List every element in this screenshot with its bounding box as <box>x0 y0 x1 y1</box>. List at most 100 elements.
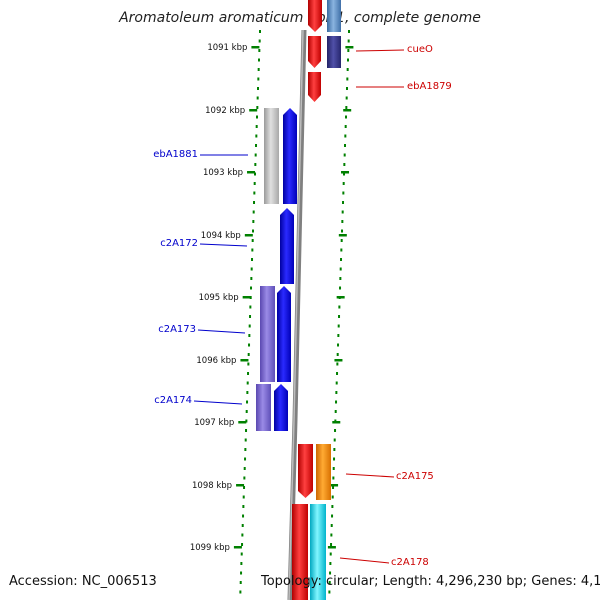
gene-steel-top <box>327 0 341 32</box>
guide-dot <box>333 438 336 442</box>
guide-dot <box>253 191 256 195</box>
guide-dot <box>337 343 340 347</box>
guide-dot <box>335 400 338 404</box>
guide-dot <box>244 438 247 442</box>
guide-dot <box>339 267 342 271</box>
guide-dot <box>336 372 339 375</box>
guide-dot <box>339 286 342 290</box>
guide-dot <box>258 39 261 43</box>
guide-dot <box>345 96 348 100</box>
guide-dot <box>336 362 339 366</box>
guide-dot <box>248 343 251 347</box>
guide-dot <box>248 324 251 328</box>
guide-dot <box>344 144 347 147</box>
guide-dot <box>347 49 350 52</box>
guide-dot <box>250 267 253 271</box>
guide-dot <box>252 220 255 223</box>
guide-dot <box>338 305 341 309</box>
guide-dot <box>256 106 259 109</box>
map-title: Aromatoleum aromaticum EbN1, complete ge… <box>119 10 481 26</box>
gene-ebA1879 <box>308 72 321 102</box>
tick-mark-right <box>330 484 339 487</box>
guide-dot <box>254 163 257 166</box>
guide-dot <box>239 581 242 584</box>
gene-cyan-bottom <box>310 504 326 600</box>
guide-dot <box>344 134 347 138</box>
gene-c2A174-purple <box>256 384 271 431</box>
guide-dot <box>249 296 252 299</box>
tick-label: 1096 kbp <box>196 356 236 366</box>
guide-dot <box>346 68 349 71</box>
guide-dot <box>250 286 253 290</box>
tick-mark-right <box>343 109 352 112</box>
tick-label: 1095 kbp <box>199 293 239 303</box>
gene-labels: cueO ebA1879 ebA1881 c2A172 c2A173 c2A174 c2A1… <box>153 44 452 568</box>
tick-label: 1098 kbp <box>192 481 232 491</box>
gene-navy <box>327 36 341 68</box>
guide-dot <box>258 49 261 52</box>
guide-dot <box>339 277 342 280</box>
tick-mark-left <box>236 484 245 487</box>
tick-mark-left <box>242 296 251 299</box>
guide-dot <box>243 467 246 470</box>
guide-dot <box>255 144 258 147</box>
guide-dot <box>240 562 243 565</box>
guide-dot <box>336 353 339 356</box>
guide-dot <box>244 448 247 451</box>
guide-dot <box>247 353 250 356</box>
guide-dot <box>329 562 332 565</box>
gene-leader-line <box>345 473 395 478</box>
guide-dot <box>337 334 340 337</box>
guide-dot <box>340 248 343 252</box>
guide-dot <box>347 39 350 43</box>
gene-blue-3 <box>277 286 291 382</box>
guide-dot <box>341 220 344 223</box>
kbp-ruler: 1091 kbp 1092 kbp 1093 kbp 1094 kbp 1095 kbp… <box>190 43 354 553</box>
guide-dot <box>259 30 261 33</box>
guide-dot <box>252 210 255 214</box>
tick-mark-left <box>251 46 260 49</box>
guide-dot <box>243 476 246 480</box>
guide-dot <box>333 448 336 451</box>
tick-mark-left <box>249 109 258 112</box>
gene-leader-line <box>193 400 243 405</box>
guide-dot <box>344 125 347 128</box>
guide-dot <box>329 571 332 575</box>
tick-mark-right <box>327 546 336 549</box>
guide-dot <box>241 533 244 537</box>
gene-orange <box>316 444 331 500</box>
gene-c2A175-red <box>298 444 313 498</box>
tick-mark-right <box>345 46 354 49</box>
gene-leader-line <box>197 329 246 334</box>
guide-dot <box>332 476 335 480</box>
gene-label: ebA1879 <box>407 81 452 92</box>
guide-dot <box>345 106 348 109</box>
guide-dot <box>255 134 258 138</box>
guide-dot <box>347 58 350 62</box>
guide-dot <box>331 495 334 499</box>
gene-c2A173-purple <box>260 286 275 382</box>
guide-dot <box>251 248 254 252</box>
guide-dot <box>256 96 259 100</box>
guide-dot <box>342 182 345 185</box>
guide-dot <box>346 87 349 90</box>
guide-dot <box>257 77 260 81</box>
tick-mark-right <box>336 296 345 299</box>
tick-mark-left <box>240 359 249 362</box>
genome-backbone-highlight <box>288 29 304 600</box>
guide-dot <box>245 429 248 432</box>
guide-dot <box>341 229 344 233</box>
guide-dot <box>340 239 343 242</box>
gene-label: c2A173 <box>158 324 196 335</box>
guide-dot <box>249 305 252 309</box>
guide-dot <box>251 239 254 242</box>
tick-mark-right <box>341 171 350 174</box>
tick-mark-left <box>244 234 253 237</box>
guide-dot <box>252 229 255 233</box>
guide-dot <box>247 362 250 366</box>
guide-dot <box>343 163 346 166</box>
guide-dot <box>257 68 260 71</box>
guide-dot <box>245 410 248 413</box>
guide-dot <box>330 543 333 546</box>
